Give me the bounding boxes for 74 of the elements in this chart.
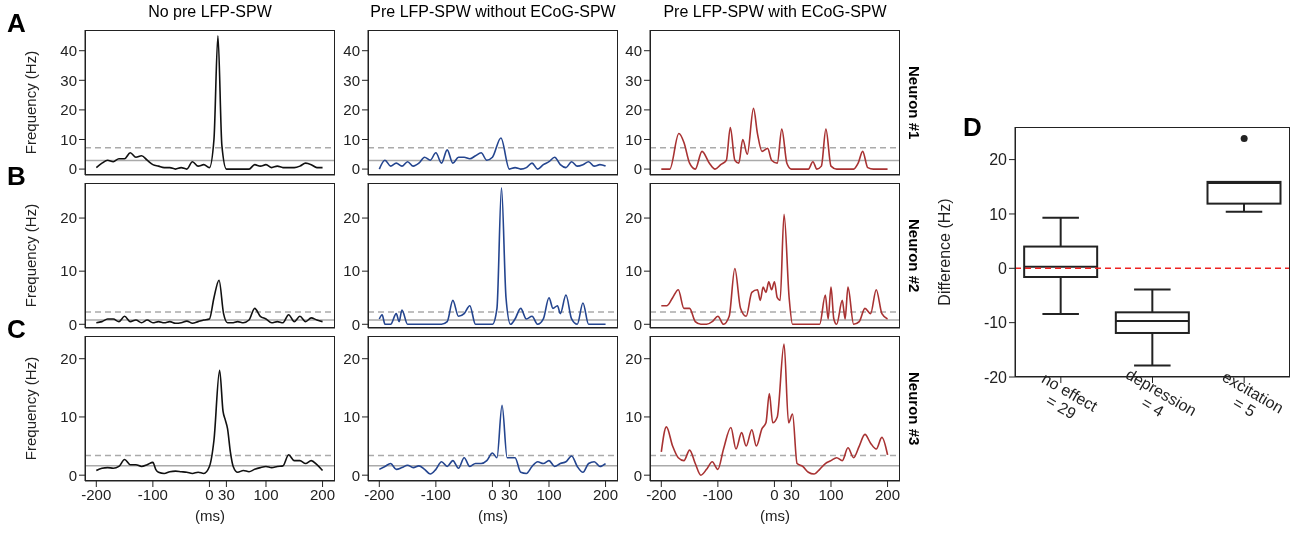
x-tick-label: 0: [205, 485, 214, 503]
y-axis-title: Frequency (Hz): [22, 356, 40, 461]
y-tick-label: 40: [625, 42, 642, 60]
y-tick-label: 0: [351, 466, 360, 484]
chart-title: No pre LFP-SPW: [147, 3, 273, 21]
x-tick-label: -200: [646, 485, 677, 503]
x-tick-label: -200: [81, 485, 112, 503]
y-tick-label: 0: [998, 259, 1008, 277]
chart-title: Pre LFP-SPW with ECoG-SPW: [662, 3, 888, 21]
x-tick-label: 200: [875, 485, 901, 503]
y-tick-label: 10: [625, 408, 642, 426]
x-axis-title: (ms): [195, 507, 225, 524]
x-tick-label: no effect = 29: [1038, 369, 1101, 423]
y-tick-label: 20: [343, 101, 360, 119]
y-tick-label: 0: [351, 160, 360, 178]
text: C: [7, 314, 26, 345]
x-tick-label: 100: [253, 485, 279, 503]
x-tick-label: -200: [364, 485, 395, 503]
y-axis-title: Frequency (Hz): [22, 203, 40, 308]
y-tick-label: 30: [343, 71, 360, 89]
x-tick-label: 200: [593, 485, 619, 503]
y-axis-title: Frequency (Hz): [22, 50, 40, 155]
y-tick-label: 10: [60, 408, 77, 426]
x-tick-label: 200: [310, 485, 336, 503]
y-tick-label: 0: [633, 315, 642, 333]
y-tick-label: 10: [343, 130, 360, 148]
y-tick-label: 10: [989, 205, 1008, 223]
y-tick-label: 30: [60, 71, 77, 89]
y-tick-label: -10: [983, 314, 1008, 332]
text: A: [7, 8, 26, 39]
y-tick-label: 40: [60, 42, 77, 60]
y-tick-label: 0: [351, 315, 360, 333]
x-tick-label: -100: [420, 485, 451, 503]
x-tick-label: 0: [488, 485, 497, 503]
y-tick-label: -20: [983, 368, 1008, 386]
x-tick-label: 30: [218, 485, 235, 503]
y-axis-title: Difference (Hz): [935, 198, 953, 306]
x-tick-label: 30: [501, 485, 518, 503]
y-tick-label: 10: [625, 130, 642, 148]
y-tick-label: 0: [68, 160, 77, 178]
y-tick-label: 20: [343, 209, 360, 227]
x-tick-label: 100: [536, 485, 562, 503]
y-tick-label: 10: [343, 408, 360, 426]
y-tick-label: 20: [625, 350, 642, 368]
y-tick-label: 20: [60, 101, 77, 119]
x-axis-title: (ms): [478, 507, 508, 524]
x-tick-label: 100: [818, 485, 844, 503]
x-tick-label: 30: [783, 485, 800, 503]
y-tick-label: 20: [625, 209, 642, 227]
y-tick-label: 20: [60, 350, 77, 368]
chart-title: Pre LFP-SPW without ECoG-SPW: [369, 3, 617, 21]
y-tick-label: 20: [625, 101, 642, 119]
y-tick-label: 10: [343, 262, 360, 280]
x-tick-label: 0: [770, 485, 779, 503]
y-tick-label: 20: [989, 151, 1008, 169]
x-tick-label: -100: [702, 485, 733, 503]
y-tick-label: 30: [625, 71, 642, 89]
y-tick-label: 20: [60, 209, 77, 227]
text: Neuron #3: [906, 370, 923, 448]
y-tick-label: 20: [343, 350, 360, 368]
y-tick-label: 10: [60, 130, 77, 148]
y-tick-label: 10: [60, 262, 77, 280]
text: D: [963, 112, 982, 143]
y-tick-label: 40: [343, 42, 360, 60]
text: Neuron #2: [906, 217, 923, 295]
x-axis-title: (ms): [760, 507, 790, 524]
y-tick-label: 0: [633, 466, 642, 484]
y-tick-label: 10: [625, 262, 642, 280]
x-tick-label: -100: [137, 485, 168, 503]
y-tick-label: 0: [633, 160, 642, 178]
y-tick-label: 0: [68, 466, 77, 484]
y-tick-label: 0: [68, 315, 77, 333]
text: B: [7, 161, 26, 192]
text: Neuron #1: [906, 64, 923, 142]
